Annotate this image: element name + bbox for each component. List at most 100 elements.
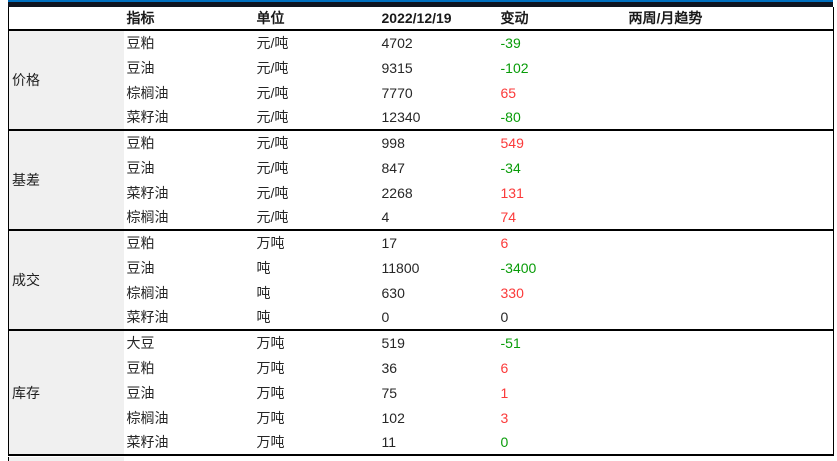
group-label: 价格 (8, 30, 124, 131)
top-black-bar (8, 2, 833, 7)
unit-cell: 万吨 (256, 335, 285, 351)
unit-cell: 万吨 (253, 430, 379, 456)
table-row: 基差 豆粕 元/吨 998 549 (8, 130, 834, 231)
table-row: 棕榈油 元/吨 4 74 (9, 205, 834, 231)
header-unit: 单位 (253, 7, 379, 31)
change-cell: 0 (497, 430, 626, 456)
trend-cell (625, 330, 834, 355)
group-label: 成交 (8, 230, 124, 331)
value-cell: 11800 (381, 259, 420, 276)
change-cell: 65 (500, 84, 517, 101)
unit-cell: 元/吨 (256, 84, 289, 101)
value-cell: 11 (378, 430, 498, 456)
value-cell: 998 (381, 135, 405, 151)
change-cell: 131 (500, 184, 524, 201)
unit-cell: 元/吨 (256, 184, 289, 201)
unit-cell: 万吨 (256, 409, 285, 426)
header-group-spacer (8, 7, 124, 31)
value-cell: 630 (381, 284, 405, 301)
unit-cell: 吨 (253, 305, 379, 331)
table-row: 豆油 万吨 75 1 (9, 380, 834, 405)
header-row: 指标 单位 2022/12/19 变动 两周/月趋势 (8, 7, 834, 31)
group-label: 基差 (8, 130, 124, 231)
change-cell: 0 (497, 305, 626, 331)
trend-cell (625, 405, 834, 430)
value-cell: 4702 (381, 35, 413, 51)
change-cell: 6 (500, 235, 509, 251)
unit-cell: 元/吨 (256, 59, 289, 76)
group-label: 库存 (8, 330, 124, 456)
trend-cell (625, 230, 834, 255)
trend-cell (625, 105, 834, 131)
unit-cell: 元/吨 (253, 105, 379, 131)
trend-cell (625, 55, 834, 80)
top-accent-band (8, 0, 833, 7)
change-cell: -80 (497, 105, 626, 131)
trend-cell (625, 305, 834, 331)
indicator-cell: 豆油 (126, 259, 155, 276)
value-cell: 2268 (381, 184, 413, 201)
change-cell: 330 (500, 284, 524, 301)
trend-cell (625, 205, 834, 231)
table-row: 棕榈油 吨 630 330 (9, 280, 834, 305)
change-cell: -39 (500, 35, 521, 51)
value-cell: 12340 (378, 105, 498, 131)
indicator-cell: 菜籽油 (126, 184, 169, 201)
indicator-cell: 豆油 (126, 384, 155, 401)
trend-cell (625, 280, 834, 305)
trend-cell (625, 130, 834, 155)
unit-cell: 元/吨 (256, 159, 289, 176)
change-cell: -51 (500, 335, 521, 351)
change-cell: 1 (500, 384, 509, 401)
unit-cell: 元/吨 (256, 35, 289, 51)
value-cell: 36 (381, 359, 398, 376)
indicator-cell: 棕榈油 (126, 284, 169, 301)
change-cell: 74 (497, 205, 626, 231)
table-row: 菜籽油 元/吨 2268 131 (9, 180, 834, 205)
table-row: 库存 大豆 万吨 519 -51 (8, 330, 834, 456)
header-indicator: 指标 (123, 7, 254, 31)
next-row-group-cell-sliver (8, 457, 124, 461)
value-cell: 17 (381, 235, 398, 251)
indicator-cell: 豆粕 (126, 135, 155, 151)
change-cell: 6 (500, 359, 509, 376)
trend-cell (625, 430, 834, 456)
indicator-cell: 棕榈油 (126, 409, 169, 426)
commodity-report-table: 指标 单位 2022/12/19 变动 两周/月趋势 价格 豆粕 元/吨 4702 -3… (8, 7, 834, 456)
table-row: 菜籽油 元/吨 12340 -80 (9, 105, 834, 131)
unit-cell: 吨 (256, 284, 271, 301)
unit-cell: 元/吨 (256, 135, 289, 151)
trend-cell (625, 30, 834, 55)
table-row: 价格 豆粕 元/吨 4702 -39 (8, 30, 834, 131)
trend-cell (625, 80, 834, 105)
value-cell: 4 (378, 205, 498, 231)
top-blue-line (8, 0, 833, 2)
indicator-cell: 菜籽油 (123, 305, 254, 331)
change-cell: 3 (500, 409, 509, 426)
table-row: 菜籽油吨 0 0 (9, 305, 834, 331)
indicator-cell: 菜籽油 (123, 105, 254, 131)
table-row: 豆油 元/吨 847 -34 (9, 155, 834, 180)
change-cell: -3400 (500, 259, 537, 276)
value-cell: 75 (381, 384, 398, 401)
change-cell: -34 (500, 159, 521, 176)
unit-cell: 万吨 (256, 235, 285, 251)
value-cell: 9315 (381, 59, 413, 76)
trend-cell (625, 355, 834, 380)
table-row: 菜籽油 万吨 11 0 (9, 430, 834, 456)
indicator-cell: 豆粕 (126, 35, 155, 51)
indicator-cell: 棕榈油 (123, 205, 254, 231)
trend-cell (625, 180, 834, 205)
indicator-cell: 菜籽油 (123, 430, 254, 456)
table-row: 豆粕 万吨 36 6 (9, 355, 834, 380)
indicator-cell: 棕榈油 (126, 84, 169, 101)
indicator-cell: 豆粕 (126, 359, 155, 376)
indicator-cell: 豆油 (126, 59, 155, 76)
table-row: 棕榈油 元/吨 7770 65 (9, 80, 834, 105)
unit-cell: 万吨 (256, 384, 285, 401)
header-change: 变动 (497, 7, 626, 31)
indicator-cell: 大豆 (126, 335, 155, 351)
value-cell: 847 (381, 159, 405, 176)
value-cell: 519 (381, 335, 405, 351)
